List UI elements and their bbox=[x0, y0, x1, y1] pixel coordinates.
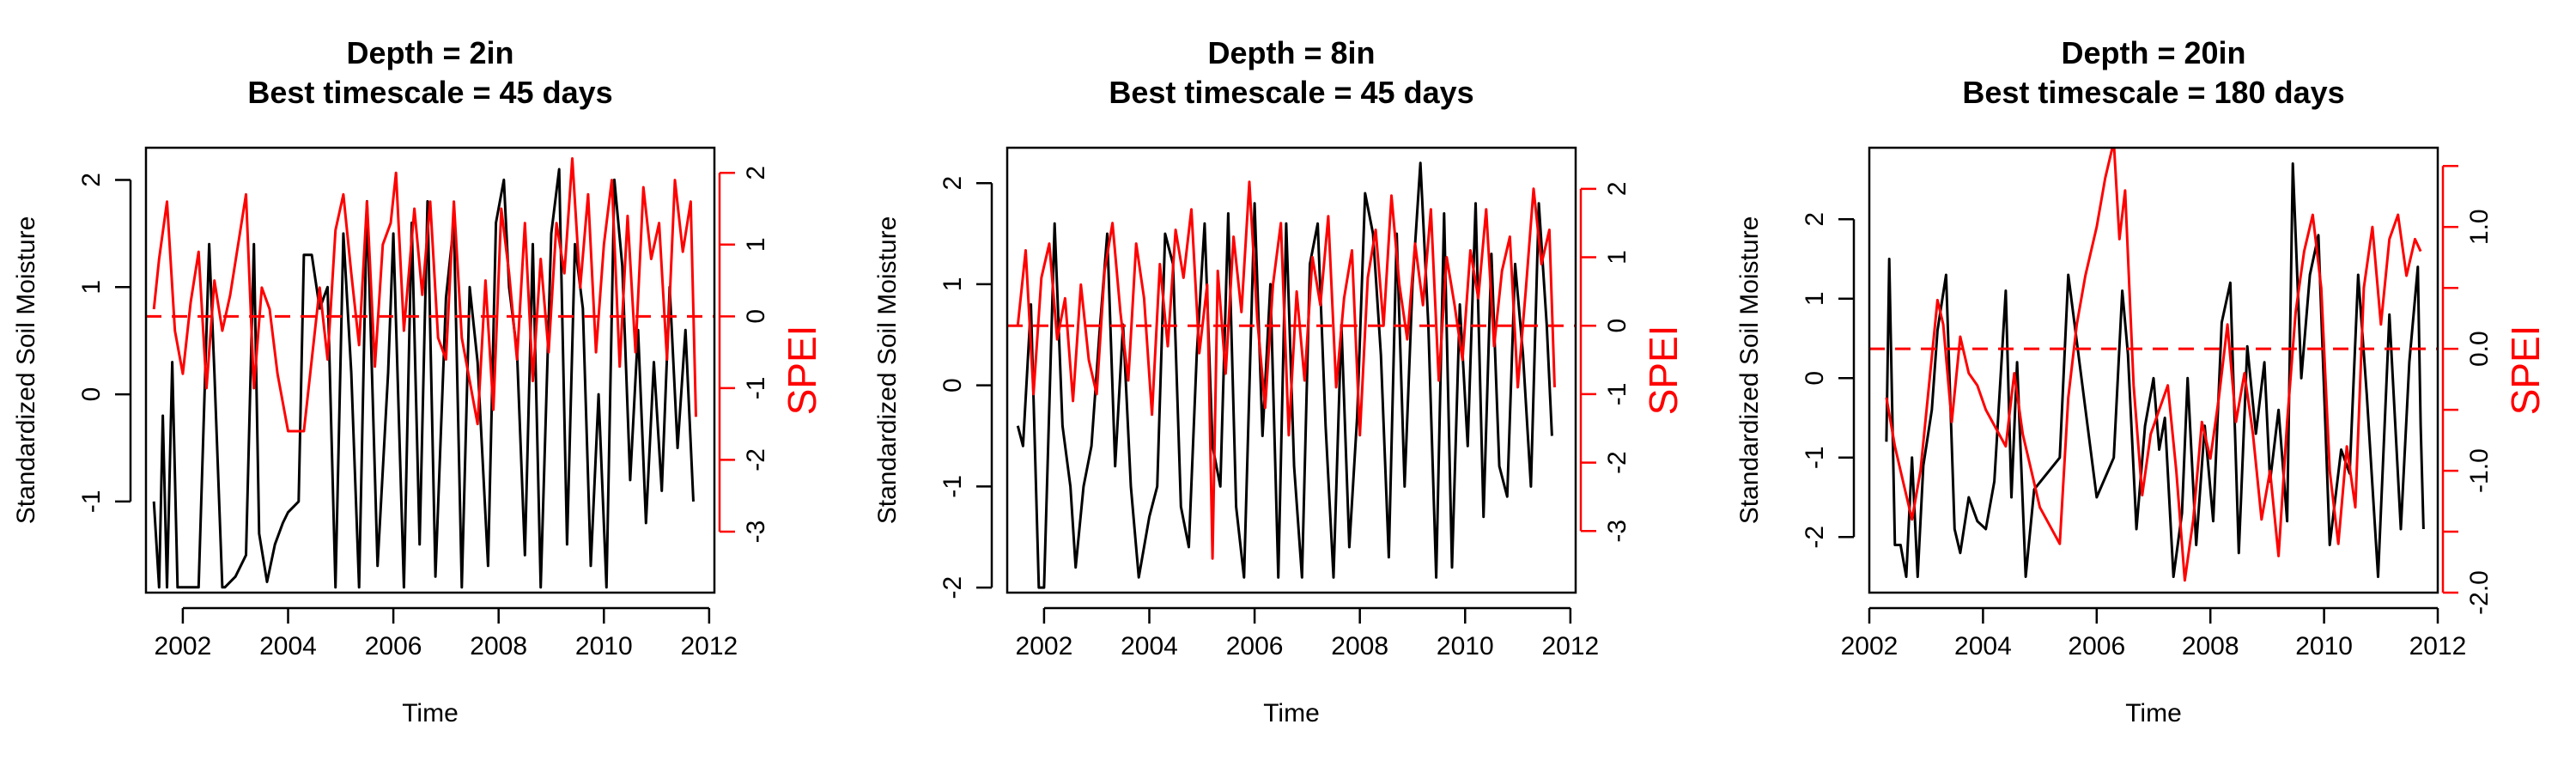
x-tick-label: 2008 bbox=[1331, 632, 1388, 660]
y-tick-label: -2 bbox=[939, 576, 967, 600]
y-tick-label: -2 bbox=[1801, 526, 1829, 549]
y-tick-label: 0 bbox=[939, 378, 967, 393]
spei-tick-label: 1 bbox=[742, 237, 770, 252]
x-tick-label: 2004 bbox=[1121, 632, 1178, 660]
soil-moisture-series-line bbox=[152, 167, 695, 589]
x-tick-label: 2004 bbox=[259, 632, 317, 660]
spei-tick-label: 1.0 bbox=[2465, 209, 2494, 245]
y-axis-label: Standardized Soil Moisture bbox=[12, 216, 40, 525]
chart-subtitle: Best timescale = 180 days bbox=[1962, 75, 2344, 110]
y-tick-label: 2 bbox=[77, 173, 106, 187]
x-axis-label: Time bbox=[1263, 699, 1320, 727]
spei-tick-label: 2 bbox=[1603, 181, 1631, 196]
spei-tick-label: 2 bbox=[742, 166, 770, 180]
spei-tick-label: -1 bbox=[742, 377, 770, 400]
x-tick-label: 2008 bbox=[2182, 632, 2239, 660]
spei-tick-label: -3 bbox=[742, 520, 770, 544]
spei-tick-label: -2 bbox=[1603, 451, 1631, 474]
chart-subtitle: Best timescale = 45 days bbox=[1109, 75, 1473, 110]
spei-series-line bbox=[1016, 180, 1556, 560]
y-tick-label: 1 bbox=[939, 277, 967, 292]
y-tick-label: -1 bbox=[1801, 446, 1829, 469]
spei-tick-label: -2 bbox=[742, 448, 770, 472]
spei-axis-label: SPEI bbox=[780, 326, 824, 416]
x-tick-label: 2002 bbox=[1841, 632, 1899, 660]
y-axis-label: Standardized Soil Moisture bbox=[873, 216, 902, 525]
spei-series-line bbox=[1885, 148, 2422, 582]
chart-title: Depth = 8in bbox=[1207, 35, 1375, 70]
y-tick-label: -1 bbox=[77, 490, 106, 514]
chart-subtitle: Best timescale = 45 days bbox=[247, 75, 612, 110]
spei-tick-label: -2.0 bbox=[2465, 570, 2494, 615]
x-axis-label: Time bbox=[402, 699, 459, 727]
y-tick-label: 0 bbox=[77, 387, 106, 402]
x-tick-label: 2010 bbox=[1437, 632, 1494, 660]
spei-tick-label: 1 bbox=[1603, 250, 1631, 265]
plot-frame bbox=[144, 146, 716, 594]
spei-tick-label: -1 bbox=[1603, 383, 1631, 406]
chart-title: Depth = 20in bbox=[2061, 35, 2245, 70]
plot-frame bbox=[1005, 146, 1577, 594]
spei-tick-label: -1.0 bbox=[2465, 448, 2494, 493]
x-tick-label: 2006 bbox=[2068, 632, 2125, 660]
spei-axis-label: SPEI bbox=[2503, 326, 2548, 416]
spei-series-line bbox=[152, 157, 697, 433]
x-axis-label: Time bbox=[2125, 699, 2182, 727]
y-tick-label: 2 bbox=[1801, 212, 1829, 227]
y-tick-label: -1 bbox=[939, 475, 967, 498]
x-tick-label: 2002 bbox=[155, 632, 212, 660]
y-axis-label: Standardized Soil Moisture bbox=[1735, 216, 1764, 525]
spei-tick-label: -3 bbox=[1603, 520, 1631, 543]
x-tick-label: 2012 bbox=[680, 632, 738, 660]
spei-axis-label: SPEI bbox=[1641, 326, 1686, 416]
x-tick-label: 2008 bbox=[470, 632, 527, 660]
x-tick-label: 2012 bbox=[2409, 632, 2467, 660]
x-tick-label: 2004 bbox=[1954, 632, 2012, 660]
y-tick-label: 2 bbox=[939, 176, 967, 191]
chart-title: Depth = 2in bbox=[346, 35, 513, 70]
x-tick-label: 2010 bbox=[575, 632, 633, 660]
y-tick-label: 1 bbox=[77, 280, 106, 295]
spei-tick-label: 0 bbox=[1603, 319, 1631, 333]
y-tick-label: 1 bbox=[1801, 291, 1829, 306]
spei-tick-label: 0.0 bbox=[2465, 331, 2494, 367]
x-tick-label: 2006 bbox=[365, 632, 422, 660]
y-tick-label: 0 bbox=[1801, 371, 1829, 386]
spei-tick-label: 0 bbox=[742, 309, 770, 324]
plot-frame bbox=[1868, 146, 2439, 594]
x-tick-label: 2010 bbox=[2295, 632, 2353, 660]
x-tick-label: 2006 bbox=[1226, 632, 1284, 660]
x-tick-label: 2002 bbox=[1016, 632, 1073, 660]
x-tick-label: 2012 bbox=[1541, 632, 1599, 660]
